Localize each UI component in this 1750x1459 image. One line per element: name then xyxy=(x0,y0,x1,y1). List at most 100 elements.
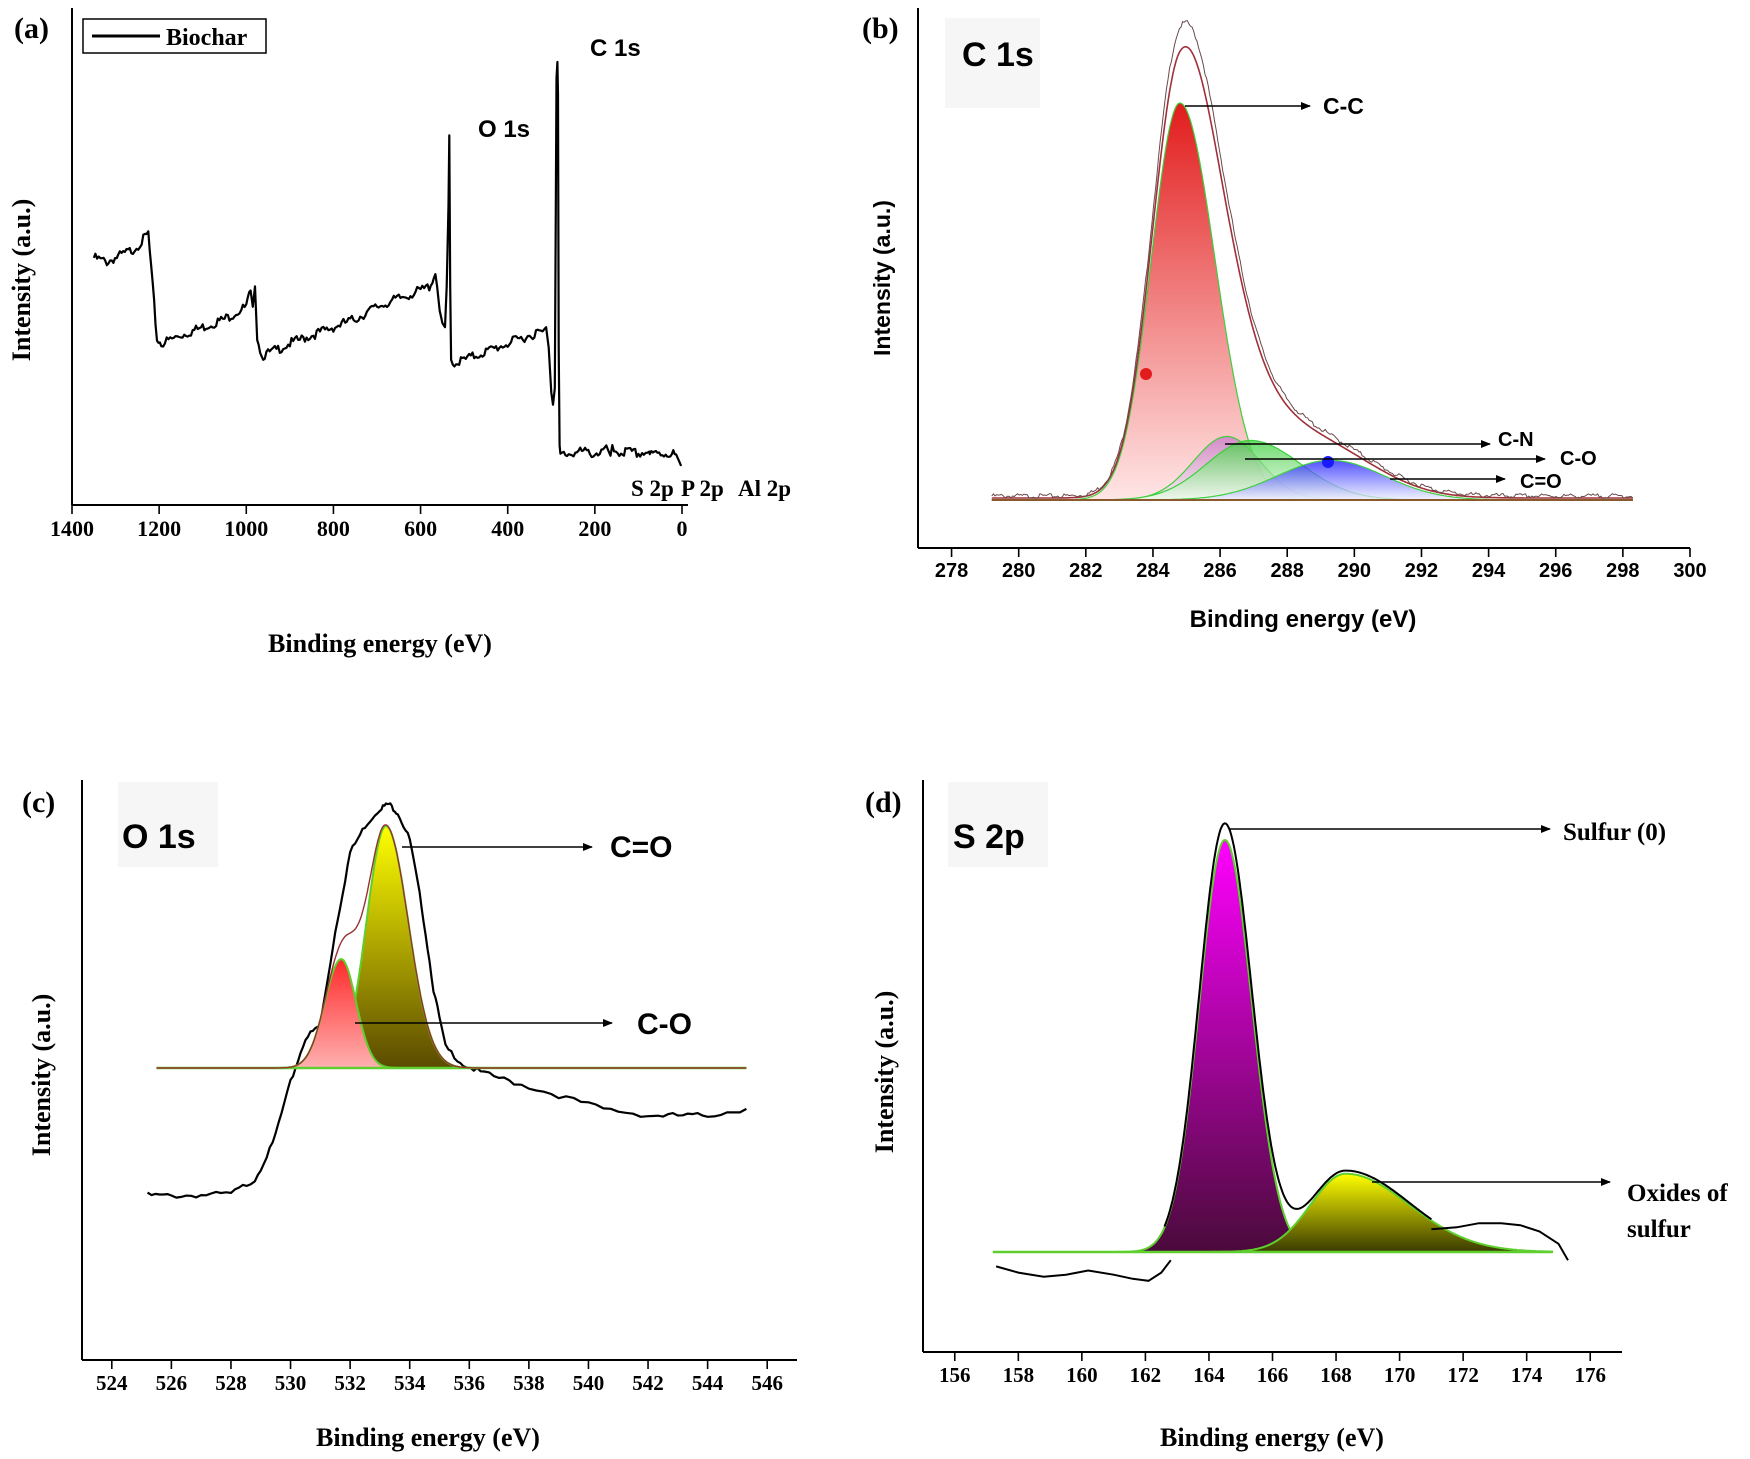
panel-d-tick-label-1: 158 xyxy=(1003,1363,1035,1387)
panel-d-tick-label-10: 176 xyxy=(1574,1363,1606,1387)
panel-a-tick-label-4: 600 xyxy=(404,516,437,541)
peak-label-s2p: S 2p xyxy=(631,476,674,501)
panel-d-title-box xyxy=(948,782,1048,867)
panel-d-tick-label-5: 166 xyxy=(1257,1363,1289,1387)
peak-marker-cc xyxy=(1140,368,1152,380)
panel-d: (d) S 2p 156 158 160 162 164 166 168 170 172 174 1… xyxy=(865,780,1728,1452)
panel-b-title: C 1s xyxy=(962,36,1034,74)
panel-b-tick-label-9: 296 xyxy=(1539,560,1572,582)
panel-c-xlabel: Binding energy (eV) xyxy=(316,1423,540,1452)
panel-b-label: (b) xyxy=(862,12,899,45)
panel-b-tick-label-7: 292 xyxy=(1405,560,1438,582)
panel-c-tick-label-5: 534 xyxy=(394,1371,426,1395)
panel-d-tick-label-6: 168 xyxy=(1320,1363,1352,1387)
annot-d-ox1: Oxides of xyxy=(1627,1180,1728,1207)
panel-c: (c) O 1s 524 526 528 530 532 534 536 538 540 542 5… xyxy=(22,780,797,1452)
peak-label-c1s: C 1s xyxy=(590,35,641,62)
panel-a-tick-label-2: 1000 xyxy=(224,516,268,541)
panel-b-peaks xyxy=(991,102,1633,501)
panel-c-tick-label-0: 524 xyxy=(96,1371,128,1395)
panel-a-xlabel: Binding energy (eV) xyxy=(268,629,492,658)
panel-b-ticks: 278 280 282 284 286 288 290 292 294 296 298 300 xyxy=(935,548,1707,582)
panel-d-tick-label-7: 170 xyxy=(1384,1363,1416,1387)
panel-d-tick-label-8: 172 xyxy=(1447,1363,1479,1387)
panel-d-tick-label-0: 156 xyxy=(939,1363,971,1387)
annot-c-co: C-O xyxy=(637,1008,692,1041)
panel-c-tick-label-11: 546 xyxy=(751,1371,783,1395)
panel-b-title-box xyxy=(945,18,1040,108)
annot-cdo: C=O xyxy=(1520,471,1562,493)
panel-b-raw-spectrum xyxy=(991,20,1634,499)
panel-b-tick-label-1: 280 xyxy=(1002,560,1035,582)
panel-a-tick-label-1: 1200 xyxy=(137,516,181,541)
panel-b-envelope xyxy=(991,45,1633,499)
panel-a-ticks: 1400 1200 1000 800 600 400 200 0 xyxy=(50,505,688,541)
panel-b-tick-label-2: 282 xyxy=(1069,560,1102,582)
panel-a-tick-label-7: 0 xyxy=(677,516,688,541)
panel-c-label: (c) xyxy=(22,786,55,819)
panel-c-tick-label-7: 538 xyxy=(513,1371,545,1395)
panel-b-tick-label-8: 294 xyxy=(1472,560,1506,582)
panel-b-tick-label-10: 298 xyxy=(1606,560,1639,582)
panel-c-tick-label-9: 542 xyxy=(632,1371,664,1395)
panel-c-tick-label-6: 536 xyxy=(454,1371,486,1395)
panel-c-tick-label-10: 544 xyxy=(692,1371,724,1395)
panel-d-tick-label-9: 174 xyxy=(1511,1363,1543,1387)
panel-c-tick-label-8: 540 xyxy=(573,1371,605,1395)
panel-c-tick-label-1: 526 xyxy=(156,1371,188,1395)
panel-d-label: (d) xyxy=(865,786,902,819)
panel-c-tick-label-2: 528 xyxy=(215,1371,247,1395)
panel-a: (a) 1400 1200 1000 800 600 400 200 0 Biochar O … xyxy=(7,8,791,658)
panel-b: (b) C 1s 278 280 282 284 286 288 290 292 294 296 2… xyxy=(862,8,1707,633)
panel-d-peak-sulfur-0- xyxy=(992,838,1553,1253)
panel-c-tick-label-3: 530 xyxy=(275,1371,307,1395)
panel-d-title: S 2p xyxy=(953,818,1025,856)
panel-a-tick-label-5: 400 xyxy=(491,516,524,541)
panel-a-survey-line xyxy=(92,60,683,467)
panel-a-tick-label-6: 200 xyxy=(578,516,611,541)
annot-c-cdo: C=O xyxy=(610,831,673,864)
panel-b-xlabel: Binding energy (eV) xyxy=(1190,606,1417,633)
panel-d-xlabel: Binding energy (eV) xyxy=(1160,1423,1384,1452)
panel-d-envelope xyxy=(1163,822,1432,1227)
panel-b-tick-label-3: 284 xyxy=(1136,560,1170,582)
annot-co: C-O xyxy=(1560,448,1597,470)
panel-d-tick-label-3: 162 xyxy=(1130,1363,1162,1387)
panel-a-tick-label-3: 800 xyxy=(317,516,350,541)
panel-a-legend xyxy=(82,18,267,54)
annot-d-ox2: sulfur xyxy=(1627,1216,1691,1243)
panel-d-peaks xyxy=(992,838,1554,1253)
panel-c-raw-spectrum xyxy=(146,802,747,1199)
panel-a-label: (a) xyxy=(14,12,49,45)
panel-d-raw-spectrum-right xyxy=(1431,1222,1569,1261)
peak-label-o1s: O 1s xyxy=(478,116,530,143)
panel-d-tick-label-4: 164 xyxy=(1193,1363,1225,1387)
panel-c-ylabel: Intensity (a.u.) xyxy=(27,994,56,1157)
annot-cc: C-C xyxy=(1323,93,1364,119)
peak-label-p2p: P 2p xyxy=(681,476,724,501)
peak-marker-cdo xyxy=(1322,456,1334,468)
panel-c-ticks: 524 526 528 530 532 534 536 538 540 542 544 546 xyxy=(96,1360,783,1395)
panel-d-ylabel: Intensity (a.u.) xyxy=(870,991,899,1154)
panel-b-tick-label-5: 288 xyxy=(1271,560,1304,582)
annot-cn: C-N xyxy=(1498,429,1534,451)
panel-b-tick-label-11: 300 xyxy=(1673,560,1706,582)
panel-b-tick-label-0: 278 xyxy=(935,560,968,582)
panel-d-ticks: 156 158 160 162 164 166 168 170 172 174 176 xyxy=(939,1352,1606,1387)
peak-label-al2p: Al 2p xyxy=(738,476,791,501)
panel-c-title-box xyxy=(118,782,218,867)
panel-b-tick-label-4: 286 xyxy=(1203,560,1236,582)
panel-a-tick-label-0: 1400 xyxy=(50,516,94,541)
panel-d-tick-label-2: 160 xyxy=(1066,1363,1098,1387)
panel-c-tick-label-4: 532 xyxy=(334,1371,366,1395)
panel-b-ylabel: Intensity (a.u.) xyxy=(869,200,895,356)
panel-a-ylabel: Intensity (a.u.) xyxy=(7,199,36,362)
annot-d-s0: Sulfur (0) xyxy=(1563,819,1666,846)
legend-label: Biochar xyxy=(166,25,248,51)
panel-c-title: O 1s xyxy=(122,818,196,856)
panel-d-raw-spectrum-left xyxy=(995,1259,1172,1282)
panel-b-tick-label-6: 290 xyxy=(1338,560,1371,582)
panel-c-envelope xyxy=(156,824,747,1069)
panel-b-peak-c-c xyxy=(991,102,1633,501)
